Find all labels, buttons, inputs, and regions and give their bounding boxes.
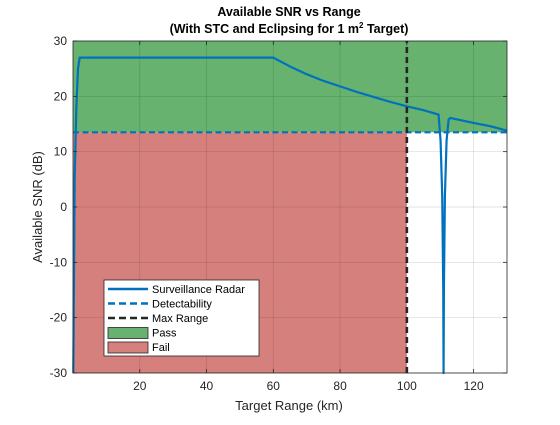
legend-label-max-range: Max Range <box>152 313 208 325</box>
x-tick-label: 40 <box>200 379 214 393</box>
x-tick-label: 60 <box>267 379 281 393</box>
x-axis-label: Target Range (km) <box>235 398 343 413</box>
legend-swatch-pass <box>107 327 149 339</box>
x-tick-label: 120 <box>464 379 484 393</box>
legend-label-detectability: Detectability <box>152 299 212 311</box>
region-pass <box>73 41 507 133</box>
x-tick-label: 20 <box>133 379 147 393</box>
y-tick-label: 30 <box>54 34 68 48</box>
legend: Surveillance Radar Detectability Max Range… <box>103 279 260 357</box>
legend-label-pass: Pass <box>152 328 177 340</box>
y-axis-label: Available SNR (dB) <box>30 151 45 263</box>
y-tick-label: 0 <box>60 200 67 214</box>
y-tick-label: -10 <box>50 255 68 269</box>
y-tick-label: -30 <box>50 366 68 380</box>
chart-title-line2: (With STC and Eclipsing for 1 m2 Target) <box>170 21 409 36</box>
legend-label-surveillance-radar: Surveillance Radar <box>152 284 245 296</box>
y-tick-label: 10 <box>54 145 68 159</box>
y-tick-label: 20 <box>54 89 68 103</box>
y-tick-label: -20 <box>50 311 68 325</box>
legend-label-fail: Fail <box>152 342 170 354</box>
chart-title-line1: Available SNR vs Range <box>217 5 360 19</box>
surveillance-radar-line <box>72 56 508 375</box>
x-tick-label: 100 <box>397 379 417 393</box>
x-tick-label: 80 <box>333 379 347 393</box>
legend-swatch-fail <box>107 341 149 354</box>
